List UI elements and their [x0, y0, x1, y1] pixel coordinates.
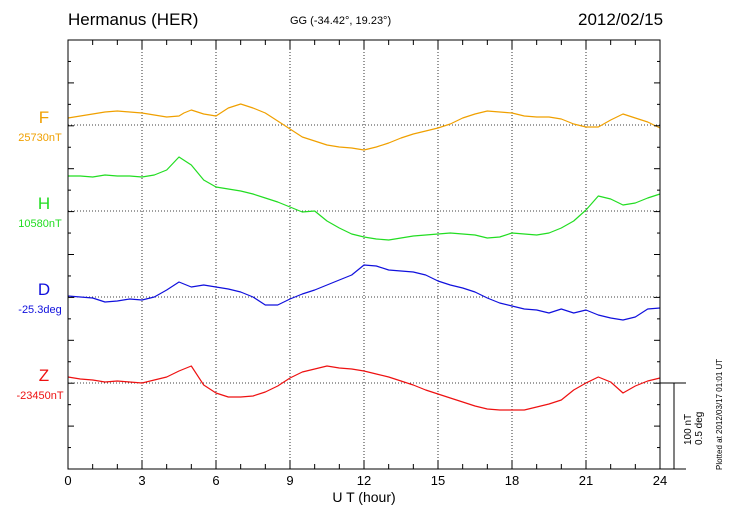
series-line-d [67, 264, 661, 321]
x-tick-label: 21 [579, 473, 593, 488]
scale-nt-label: 100 nT [683, 413, 694, 445]
labels: 0 3 6 9 12 15 18 21 24 U T (hour) F 25730nT H 10580nT… [16, 108, 667, 505]
x-tick-label: 18 [505, 473, 519, 488]
series-name-z: Z [39, 366, 49, 385]
x-tick-label: 24 [653, 473, 667, 488]
x-tick-label: 9 [286, 473, 293, 488]
x-tick-label: 0 [64, 473, 71, 488]
series-baseline-h: 10580nT [18, 218, 62, 230]
grid [68, 40, 660, 469]
axes [67, 39, 686, 470]
series-line-z [67, 365, 661, 411]
station-title: Hermanus (HER) [68, 10, 199, 29]
series-line-f [67, 103, 661, 151]
series-baseline-f: 25730nT [18, 132, 62, 144]
x-tick-label: 3 [138, 473, 145, 488]
series-line-h [68, 156, 661, 241]
x-tick-label: 15 [431, 473, 445, 488]
x-tick-label: 12 [357, 473, 371, 488]
series-name-d: D [38, 280, 50, 299]
x-axis-label: U T (hour) [332, 489, 395, 505]
date-title: 2012/02/15 [578, 10, 664, 29]
station-coordinates: GG (-34.42°, 19.23°) [290, 15, 392, 27]
plotted-note: Plotted at 2012/03/17 01:01 UT [715, 358, 724, 470]
series-name-f: F [39, 108, 49, 127]
plot-frame [67, 39, 661, 470]
series-baseline-d: -25.3deg [18, 304, 61, 316]
series-baseline-z: -23450nT [16, 390, 63, 402]
scale-deg-label: 0.5 deg [694, 411, 705, 445]
x-tick-label: 6 [212, 473, 219, 488]
series-name-h: H [38, 194, 50, 213]
series-layer [67, 103, 661, 411]
